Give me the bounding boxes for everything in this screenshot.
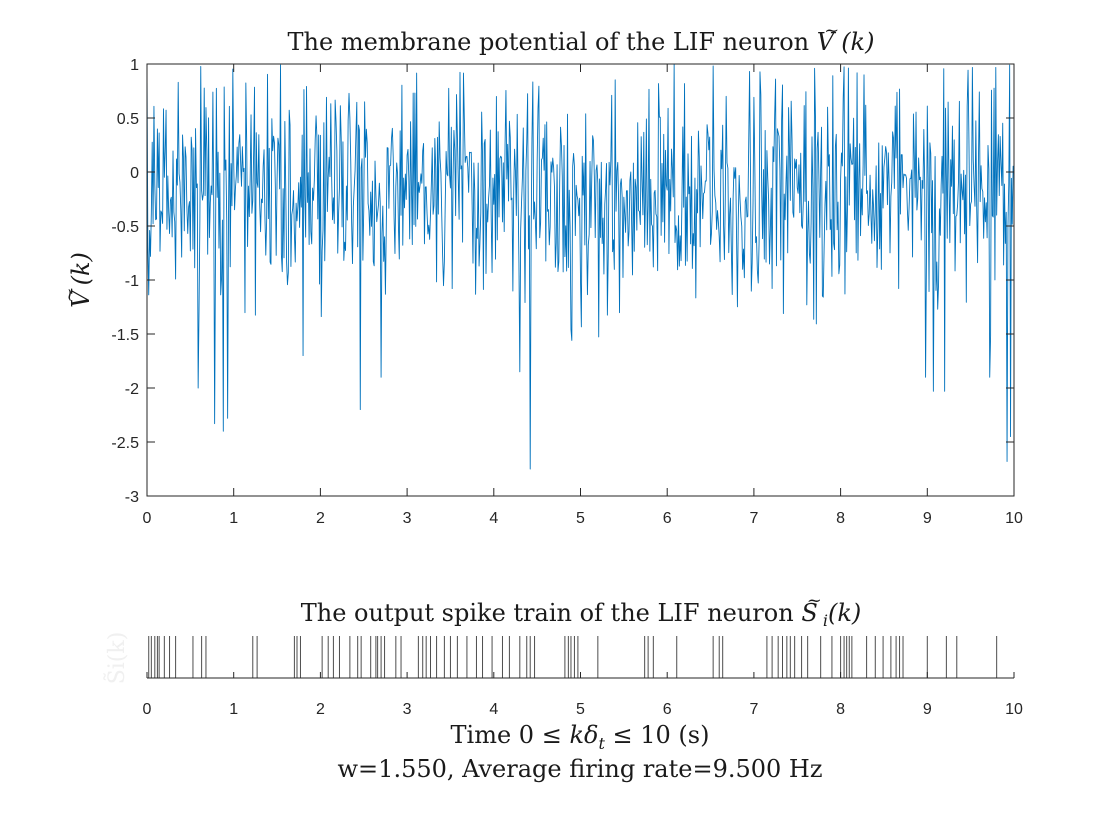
x-tick-label: 1 xyxy=(229,701,238,718)
y-tick-label: 0 xyxy=(130,165,139,182)
x-tick-label: 9 xyxy=(923,510,932,527)
x-tick-label: 0 xyxy=(143,510,152,527)
svg-text:V~(k): V~(k) xyxy=(59,252,95,308)
x-tick-label: 7 xyxy=(749,701,758,718)
svg-text:S̃i(k): S̃i(k) xyxy=(104,632,130,685)
x-tick-label: 10 xyxy=(1005,510,1023,527)
x-tick-label: 9 xyxy=(923,701,932,718)
spike-ticks: 0 1 2 3 4 5 6 7 8 9 10 xyxy=(143,672,1023,718)
spike-title: The output spike train of the LIF neuron… xyxy=(301,590,862,630)
x-tick-label: 3 xyxy=(403,701,412,718)
spike-xlabel: Time 0 ≤ kδt ≤ 10 (s) xyxy=(451,721,710,753)
x-tick-label: 7 xyxy=(749,510,758,527)
y-tick-label: 1 xyxy=(130,57,139,74)
y-tick-label: -2.5 xyxy=(111,435,139,452)
x-tick-label: 1 xyxy=(229,510,238,527)
x-tick-label: 5 xyxy=(576,701,585,718)
membrane-ticks: 0 1 2 3 4 5 6 7 8 9 10 1 0.5 0 -0.5 -1 -1.5 -2 -2.5 -3 xyxy=(111,57,1023,527)
x-tick-label: 8 xyxy=(836,701,845,718)
x-tick-label: 2 xyxy=(316,701,325,718)
y-tick-label: -1 xyxy=(125,273,139,290)
x-tick-label: 5 xyxy=(576,510,585,527)
y-tick-label: 0.5 xyxy=(117,111,139,128)
y-tick-label: -0.5 xyxy=(111,219,139,236)
caption: w=1.550, Average firing rate=9.500 Hz xyxy=(338,755,823,783)
y-tick-label: -2 xyxy=(125,381,139,398)
x-tick-label: 3 xyxy=(403,510,412,527)
membrane-title: The membrane potential of the LIF neuron… xyxy=(288,20,875,56)
x-tick-label: 4 xyxy=(489,701,498,718)
x-tick-label: 6 xyxy=(663,701,672,718)
x-tick-label: 8 xyxy=(836,510,845,527)
membrane-plot xyxy=(146,63,1015,470)
x-tick-label: 4 xyxy=(489,510,498,527)
spike-ylabel: S̃i(k) xyxy=(104,632,130,685)
x-tick-label: 6 xyxy=(663,510,672,527)
membrane-potential-line xyxy=(146,63,1015,470)
y-tick-label: -1.5 xyxy=(111,327,139,344)
membrane-ylabel: V~(k) xyxy=(59,252,95,308)
y-tick-label: -3 xyxy=(125,489,139,506)
x-tick-label: 0 xyxy=(143,701,152,718)
spike-raster xyxy=(148,636,998,678)
x-tick-label: 10 xyxy=(1005,701,1023,718)
x-tick-label: 2 xyxy=(316,510,325,527)
